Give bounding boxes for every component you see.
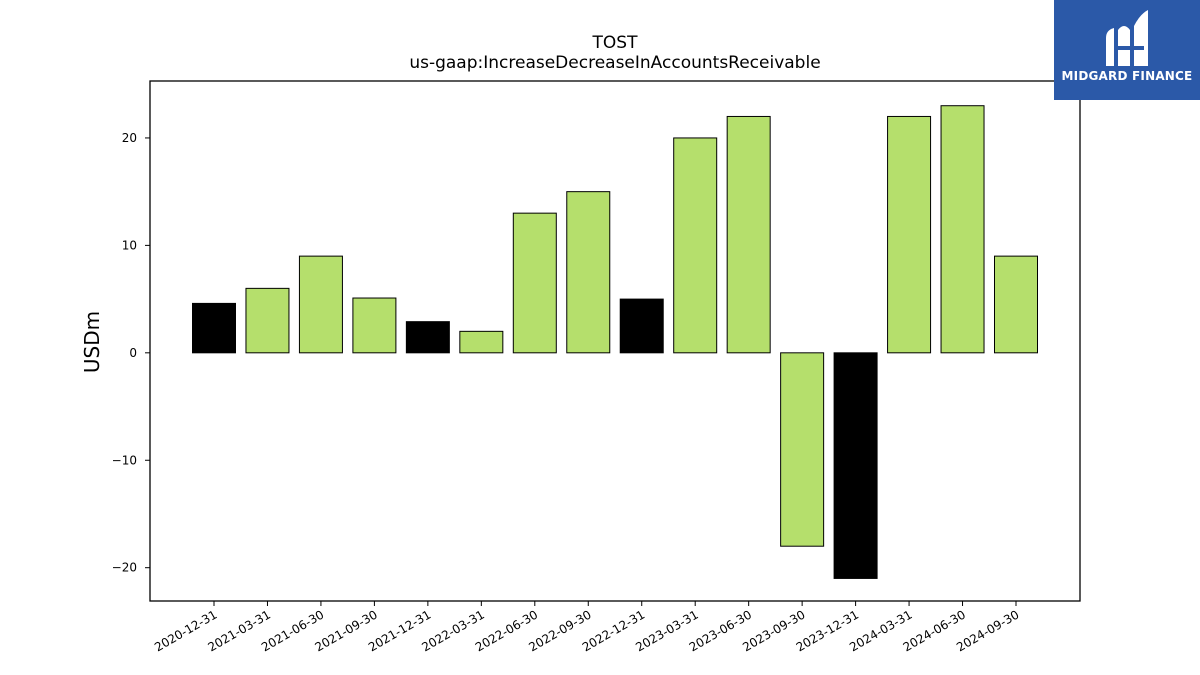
y-tick-label: 10 [122,238,137,252]
bar-2024-03-31 [887,115,932,354]
bar-2021-09-30 [352,297,397,354]
bar-2024-09-30 [994,255,1038,354]
chart-title: TOST [592,33,639,53]
y-ticks: −20 −10 0 10 20 [112,131,150,575]
bar-2020-12-31 [192,302,236,354]
bar-2022-12-31 [619,298,664,354]
bar-2023-09-30 [780,352,825,547]
bar-2022-03-31 [459,330,504,354]
bar-2022-09-30 [566,191,611,354]
bar-2022-06-30 [512,212,557,354]
bars-group [192,105,1038,579]
logo-text: MIDGARD FINANCE [1061,69,1193,83]
plot-frame [149,80,1081,602]
y-tick-label: 0 [129,346,137,360]
bar-2021-03-31 [245,287,290,354]
bar-2024-06-30 [940,105,985,354]
chart-subtitle: us-gaap:IncreaseDecreaseInAccountsReceiv… [409,53,820,73]
bar-2023-06-30 [726,115,771,354]
bar-2023-03-31 [673,137,718,354]
logo-mark-icon [1106,10,1148,66]
bar-2023-12-31 [833,352,878,579]
bar-2021-06-30 [298,255,343,354]
y-tick-label: −20 [112,561,137,575]
y-axis-label: USDm [80,311,104,373]
y-tick-label: −10 [112,453,137,467]
bar-2021-12-31 [405,321,450,354]
x-ticks: 2020-12-312021-03-312021-06-302021-09-30… [152,601,1022,654]
y-tick-label: 20 [122,131,137,145]
midgard-finance-logo: MIDGARD FINANCE [1054,0,1200,100]
